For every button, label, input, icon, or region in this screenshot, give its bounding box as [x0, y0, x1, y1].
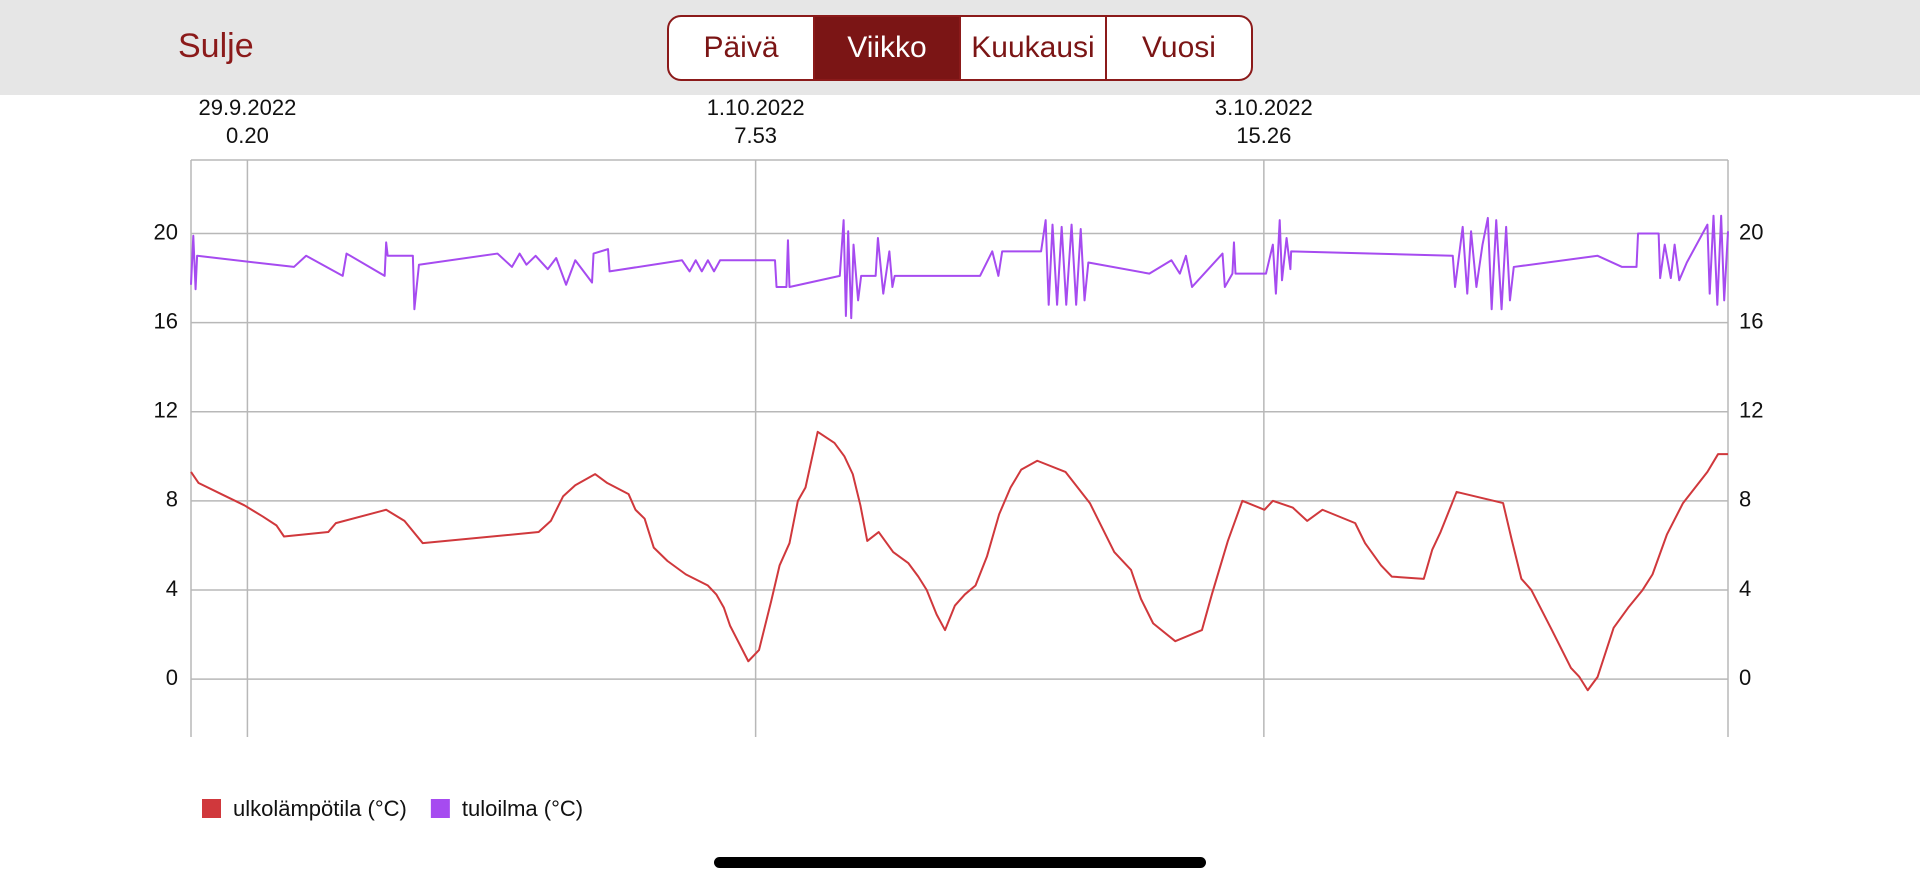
data-line — [190, 214, 1729, 320]
x-tick-label: 7.53 — [734, 123, 777, 148]
x-tick-label: 1.10.2022 — [707, 95, 805, 120]
y2-tick-label: 0 — [1739, 665, 1751, 690]
y2-tick-label: 12 — [1739, 398, 1763, 423]
data-line — [190, 430, 1728, 692]
tab[interactable]: Viikko — [813, 17, 959, 79]
y-tick-label: 12 — [154, 398, 178, 423]
legend-swatch — [430, 799, 450, 818]
y-tick-label: 4 — [166, 576, 178, 601]
tab[interactable]: Vuosi — [1105, 17, 1251, 79]
toolbar: Sulje Päivä Viikko Kuukausi Vuosi — [0, 0, 1920, 95]
y-tick-label: 16 — [154, 308, 178, 333]
y-tick-label: 8 — [166, 487, 178, 512]
legend-label: ulkolämpötila (°C) — [233, 796, 407, 821]
x-tick-label: 29.9.2022 — [198, 95, 296, 120]
x-tick-label: 15.26 — [1236, 123, 1291, 148]
legend-label: tuloilma (°C) — [462, 796, 583, 821]
y2-tick-label: 16 — [1739, 308, 1763, 333]
tab[interactable]: Kuukausi — [959, 17, 1105, 79]
y2-tick-label: 4 — [1739, 576, 1751, 601]
tab[interactable]: Päivä — [703, 31, 779, 64]
y-tick-label: 20 — [154, 219, 178, 244]
legend-swatch — [202, 799, 221, 818]
period-selector: Päivä Viikko Kuukausi Vuosi — [667, 15, 1253, 81]
y-tick-label: 0 — [166, 665, 178, 690]
x-tick-label: 3.10.2022 — [1215, 95, 1313, 120]
y2-tick-label: 8 — [1739, 487, 1751, 512]
home-indicator — [714, 857, 1206, 868]
y2-tick-label: 20 — [1739, 219, 1763, 244]
close-button[interactable]: Sulje — [178, 27, 254, 65]
x-tick-label: 0.20 — [226, 123, 269, 148]
